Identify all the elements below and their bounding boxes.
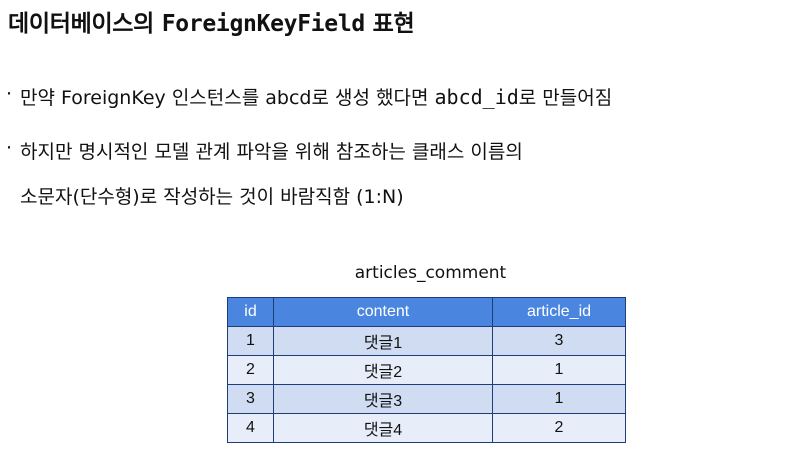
table-row: 1 댓글1 3 <box>227 326 626 356</box>
cell-article-id: 1 <box>492 384 626 414</box>
cell-content: 댓글4 <box>273 413 493 443</box>
bullet-text-line1: 하지만 명시적인 모델 관계 파악을 위해 참조하는 클래스 이름의 <box>20 141 523 163</box>
page-title: 데이터베이스의 ForeignKeyField 표현 <box>8 4 415 38</box>
bullet-text-line2: 소문자(단수형)로 작성하는 것이 바람직함 (1:N) <box>20 186 404 208</box>
table-header-row: id content article_id <box>227 297 626 327</box>
cell-content: 댓글3 <box>273 384 493 414</box>
table-row: 4 댓글4 2 <box>227 413 626 443</box>
column-header-content: content <box>273 297 493 327</box>
cell-id: 2 <box>227 355 274 385</box>
column-header-id: id <box>227 297 274 327</box>
bullet-marker: · <box>5 137 13 159</box>
cell-content: 댓글2 <box>273 355 493 385</box>
articles-comment-table: id content article_id 1 댓글1 3 2 댓글2 1 3 … <box>227 297 626 443</box>
table-row: 2 댓글2 1 <box>227 355 626 385</box>
cell-article-id: 3 <box>492 326 626 356</box>
bullet-code: abcd_id <box>434 85 519 109</box>
cell-article-id: 1 <box>492 355 626 385</box>
title-code: ForeignKeyField <box>161 11 366 37</box>
cell-id: 4 <box>227 413 274 443</box>
bullet-text-after: 로 만들어짐 <box>518 87 613 109</box>
bullet-marker: · <box>5 83 13 105</box>
table-row: 3 댓글3 1 <box>227 384 626 414</box>
title-prefix: 데이터베이스의 <box>8 11 162 37</box>
cell-article-id: 2 <box>492 413 626 443</box>
column-header-article-id: article_id <box>492 297 626 327</box>
table-caption: articles_comment <box>354 263 507 283</box>
cell-id: 3 <box>227 384 274 414</box>
cell-id: 1 <box>227 326 274 356</box>
cell-content: 댓글1 <box>273 326 493 356</box>
bullet-text-before: 만약 ForeignKey 인스턴스를 abcd로 생성 했다면 <box>20 87 435 109</box>
title-suffix: 표현 <box>364 11 415 37</box>
bullet-text: 만약 ForeignKey 인스턴스를 abcd로 생성 했다면 abcd_id… <box>20 83 612 110</box>
